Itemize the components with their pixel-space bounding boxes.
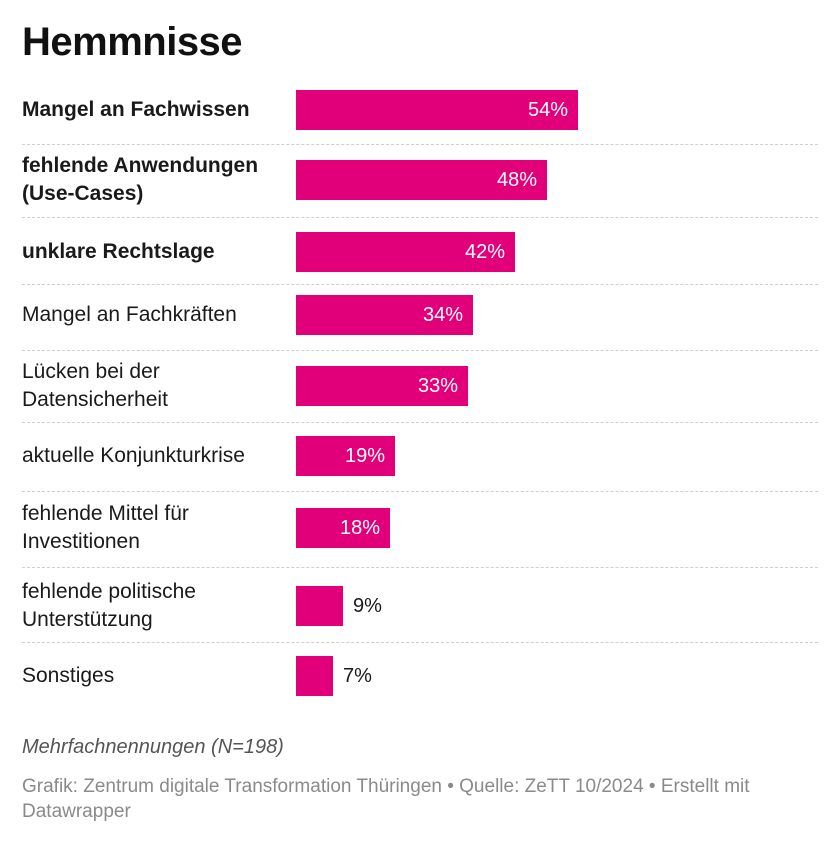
category-label: Sonstiges: [22, 662, 114, 690]
row-separator: [22, 567, 818, 568]
category-label-line: fehlende Anwendungen: [22, 154, 259, 177]
category-label-line: Datensicherheit: [22, 388, 168, 411]
bar: [296, 366, 468, 406]
category-label-line: (Use-Cases): [22, 182, 144, 205]
value-label: 42%: [464, 241, 505, 263]
row-separator: [22, 350, 818, 351]
category-label-line: Lücken bei der: [22, 360, 160, 383]
category-label-line: unklare Rechtslage: [22, 240, 215, 263]
value-label: 33%: [417, 375, 458, 397]
bar: [296, 160, 547, 200]
row-separator: [22, 491, 818, 492]
chart-title: Hemmnisse: [22, 20, 243, 64]
chart-row: aktuelle Konjunkturkrise 19%: [22, 434, 818, 478]
category-label: aktuelle Konjunkturkrise: [22, 442, 245, 470]
bar: [296, 586, 343, 626]
category-label-line: Mangel an Fachwissen: [22, 98, 250, 121]
value-label: 18%: [339, 517, 380, 539]
chart-row: fehlende Mittel für Investitionen 18%: [22, 502, 818, 553]
bar: [296, 656, 333, 696]
value-label: 34%: [422, 304, 463, 326]
category-label-line: fehlende Mittel für: [22, 502, 189, 525]
value-label: 48%: [496, 169, 537, 191]
category-label: fehlende Anwendungen (Use-Cases): [22, 152, 258, 208]
category-label-line: aktuelle Konjunkturkrise: [22, 444, 245, 467]
category-label-line: Mangel an Fachkräften: [22, 303, 237, 326]
row-separator: [22, 144, 818, 145]
bar: [296, 232, 515, 272]
category-label: Lücken bei der Datensicherheit: [22, 358, 168, 414]
category-label: unklare Rechtslage: [22, 238, 215, 266]
value-label: 19%: [344, 445, 385, 467]
chart-row: Mangel an Fachwissen 54%: [22, 88, 818, 132]
category-label-line: Sonstiges: [22, 664, 115, 687]
category-label: Mangel an Fachkräften: [22, 301, 237, 329]
chart-row: Lücken bei der Datensicherheit 33%: [22, 360, 818, 411]
chart-source: Grafik: Zentrum digitale Transformation …: [22, 776, 750, 822]
row-separator: [22, 217, 818, 218]
bar: [296, 90, 578, 130]
category-label: fehlende Mittel für Investitionen: [22, 500, 189, 556]
value-label: 9%: [353, 595, 382, 617]
bar: [296, 436, 395, 476]
row-separator: [22, 422, 818, 423]
row-separator: [22, 642, 818, 643]
chart-row: Sonstiges 7%: [22, 654, 818, 698]
value-label: 7%: [343, 665, 372, 687]
chart-row: Mangel an Fachkräften 34%: [22, 292, 818, 338]
category-label-line: fehlende politische: [22, 580, 196, 603]
chart-row: fehlende politische Unterstützung 9%: [22, 580, 818, 631]
bar: [296, 295, 473, 335]
category-label: fehlende politische Unterstützung: [22, 578, 196, 634]
category-label-line: Investitionen: [22, 530, 140, 553]
category-label: Mangel an Fachwissen: [22, 96, 250, 124]
chart-note: Mehrfachnennungen (N=198): [22, 736, 284, 758]
chart-row: fehlende Anwendungen (Use-Cases) 48%: [22, 154, 818, 205]
row-separator: [22, 284, 818, 285]
category-label-line: Unterstützung: [22, 608, 153, 631]
bar: [296, 508, 390, 548]
value-label: 54%: [527, 99, 568, 121]
chart-row: unklare Rechtslage 42%: [22, 229, 818, 275]
